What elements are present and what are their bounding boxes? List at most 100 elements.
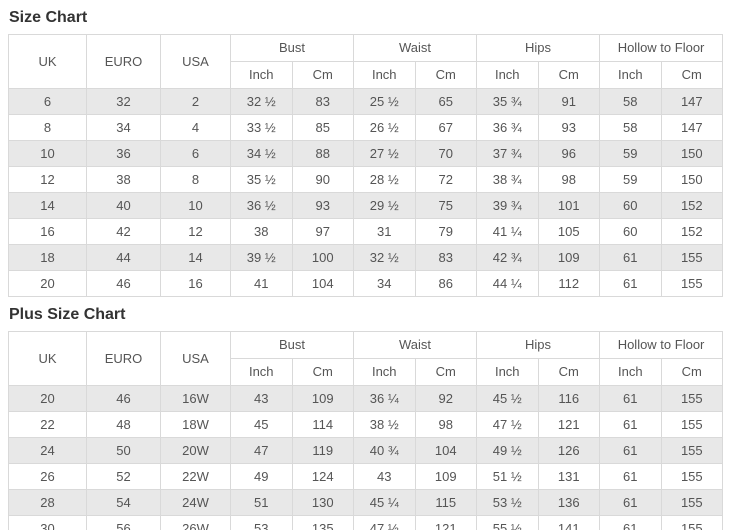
table-row: 20 46 16 41 104 34 86 44 ¼ 112 61 155: [8, 270, 724, 297]
table-cell: 112: [537, 270, 601, 297]
table-cell: 34: [86, 114, 161, 141]
table-cell: 115: [414, 489, 478, 516]
unit-header-cm: Cm: [537, 358, 601, 386]
group-header-hips: Hips: [476, 331, 601, 359]
size-chart-section: Size Chart UK EURO USA Bust Waist Hips Hollow …: [8, 9, 724, 297]
table-cell: 29 ½: [353, 192, 416, 219]
table-cell: 70: [414, 140, 478, 167]
table-cell: 141: [537, 515, 601, 530]
column-header-usa: USA: [160, 34, 231, 89]
table-cell: 18: [8, 244, 87, 271]
table-cell: 12: [8, 166, 87, 193]
group-header-waist: Waist: [353, 34, 478, 62]
table-cell: 85: [291, 114, 355, 141]
table-cell: 58: [599, 114, 662, 141]
table-cell: 150: [660, 140, 724, 167]
table-row: 6 32 2 32 ½ 83 25 ½ 65 35 ¾ 91 58 147: [8, 88, 724, 115]
table-cell: 6: [8, 88, 87, 115]
table-row: 12 38 8 35 ½ 90 28 ½ 72 38 ¾ 98 59 150: [8, 166, 724, 193]
table-cell: 42 ¾: [476, 244, 539, 271]
unit-header-inch: Inch: [353, 358, 416, 386]
plus-size-chart-section: Plus Size Chart UK EURO USA Bust Waist Hips Ho…: [0, 297, 730, 530]
table-cell: 155: [660, 411, 724, 438]
table-cell: 90: [291, 166, 355, 193]
table-cell: 51 ½: [476, 463, 539, 490]
size-chart-table-body: 6 32 2 32 ½ 83 25 ½ 65 35 ¾ 91 58 147 8 34 4 33 ½ 85 26 …: [8, 88, 724, 297]
table-cell: 34: [353, 270, 416, 297]
table-cell: 47: [230, 437, 293, 464]
table-cell: 14: [8, 192, 87, 219]
table-cell: 121: [537, 411, 601, 438]
table-cell: 152: [660, 218, 724, 245]
table-cell: 12: [160, 218, 231, 245]
unit-header-cm: Cm: [414, 358, 478, 386]
table-cell: 30: [8, 515, 87, 530]
table-cell: 121: [414, 515, 478, 530]
table-cell: 60: [599, 218, 662, 245]
table-row: 30 56 26W 53 135 47 ½ 121 55 ½ 141 61 155: [8, 515, 724, 530]
table-cell: 20: [8, 270, 87, 297]
table-cell: 61: [599, 515, 662, 530]
unit-header-cm: Cm: [291, 358, 355, 386]
table-cell: 26 ½: [353, 114, 416, 141]
table-cell: 91: [537, 88, 601, 115]
table-cell: 26: [8, 463, 87, 490]
table-cell: 25 ½: [353, 88, 416, 115]
table-cell: 61: [599, 270, 662, 297]
table-cell: 130: [291, 489, 355, 516]
table-cell: 53: [230, 515, 293, 530]
unit-header-inch: Inch: [230, 61, 293, 89]
table-cell: 56: [86, 515, 161, 530]
table-cell: 109: [414, 463, 478, 490]
table-cell: 135: [291, 515, 355, 530]
table-cell: 39 ¾: [476, 192, 539, 219]
table-cell: 45 ¼: [353, 489, 416, 516]
group-header-waist: Waist: [353, 331, 478, 359]
group-header-bust: Bust: [229, 34, 355, 62]
table-cell: 50: [86, 437, 161, 464]
table-cell: 155: [660, 489, 724, 516]
table-row: 8 34 4 33 ½ 85 26 ½ 67 36 ¾ 93 58 147: [8, 114, 724, 141]
table-cell: 79: [414, 218, 478, 245]
column-header-euro: EURO: [86, 331, 161, 386]
size-chart-table-header: UK EURO USA Bust Waist Hips Hollow to Floor Inc…: [8, 34, 724, 89]
size-chart-title: Size Chart: [9, 9, 88, 26]
table-cell: 40: [86, 192, 161, 219]
table-cell: 10: [160, 192, 231, 219]
table-cell: 100: [291, 244, 355, 271]
table-cell: 58: [599, 88, 662, 115]
table-cell: 24: [8, 437, 87, 464]
table-cell: 114: [291, 411, 355, 438]
table-cell: 59: [599, 140, 662, 167]
table-cell: 155: [660, 437, 724, 464]
table-cell: 35 ½: [230, 166, 293, 193]
table-cell: 38 ¾: [476, 166, 539, 193]
table-cell: 155: [660, 515, 724, 530]
table-cell: 67: [414, 114, 478, 141]
table-cell: 31: [353, 218, 416, 245]
table-row: 28 54 24W 51 130 45 ¼ 115 53 ½ 136 61 155: [8, 489, 724, 516]
table-cell: 52: [86, 463, 161, 490]
table-cell: 8: [8, 114, 87, 141]
table-cell: 39 ½: [230, 244, 293, 271]
table-cell: 54: [86, 489, 161, 516]
unit-header-inch: Inch: [476, 61, 539, 89]
table-cell: 61: [599, 463, 662, 490]
table-cell: 26W: [160, 515, 231, 530]
table-cell: 59: [599, 166, 662, 193]
table-cell: 4: [160, 114, 231, 141]
table-cell: 93: [291, 192, 355, 219]
table-cell: 61: [599, 385, 662, 412]
table-cell: 105: [537, 218, 601, 245]
table-cell: 2: [160, 88, 231, 115]
table-cell: 48: [86, 411, 161, 438]
group-header-hips: Hips: [476, 34, 601, 62]
table-cell: 45 ½: [476, 385, 539, 412]
plus-size-chart-table-body: 20 46 16W 43 109 36 ¼ 92 45 ½ 116 61 155 22 48 18W 45 1…: [8, 385, 724, 530]
table-cell: 101: [537, 192, 601, 219]
table-cell: 147: [660, 88, 724, 115]
size-chart-table: UK EURO USA Bust Waist Hips Hollow to Floor Inc…: [8, 34, 724, 297]
table-cell: 65: [414, 88, 478, 115]
table-cell: 16W: [160, 385, 231, 412]
